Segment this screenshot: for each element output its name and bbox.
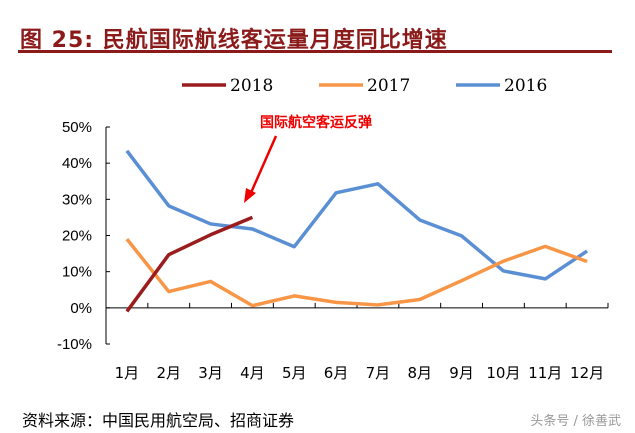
y-tick-label: 10% bbox=[62, 264, 92, 281]
y-tick-label: 30% bbox=[62, 191, 92, 208]
watermark: 头条号 / 徐善武 bbox=[530, 414, 621, 429]
legend-label-2016: 2016 bbox=[504, 76, 547, 96]
annotation-label: 国际航空客运反弹 bbox=[260, 114, 372, 131]
x-tick-label: 10月 bbox=[486, 364, 520, 382]
source-note: 资料来源：中国民用航空局、招商证券 bbox=[22, 411, 295, 430]
series-line-2018 bbox=[125, 215, 254, 313]
y-tick-label: 40% bbox=[62, 155, 92, 172]
figure-title: 图 25: 民航国际航线客运量月度同比增速 bbox=[20, 28, 448, 53]
x-tick-label: 1月 bbox=[115, 364, 140, 382]
y-tick-label: 0% bbox=[70, 300, 92, 317]
x-tick-label: 6月 bbox=[324, 364, 349, 382]
arrowhead-icon bbox=[244, 188, 256, 203]
y-tick-label: 20% bbox=[62, 228, 92, 245]
x-tick-label: 4月 bbox=[240, 364, 265, 382]
legend-label-2018: 2018 bbox=[230, 76, 273, 96]
x-tick-label: 3月 bbox=[198, 364, 223, 382]
x-tick-label: 11月 bbox=[528, 364, 562, 382]
x-tick-label: 7月 bbox=[366, 364, 391, 382]
x-tick-label: 9月 bbox=[449, 364, 474, 382]
x-tick-label: 2月 bbox=[156, 364, 181, 382]
annotation-arrow bbox=[248, 135, 278, 196]
y-tick-label: -10% bbox=[57, 336, 92, 353]
series-line-2016 bbox=[125, 149, 589, 281]
title-rule bbox=[18, 50, 612, 53]
series-line-2017 bbox=[125, 238, 588, 308]
y-tick-label: 50% bbox=[62, 119, 92, 136]
x-tick-label: 5月 bbox=[282, 364, 307, 382]
x-tick-label: 8月 bbox=[407, 364, 432, 382]
legend-label-2017: 2017 bbox=[367, 76, 410, 96]
x-tick-label: 12月 bbox=[570, 364, 604, 382]
